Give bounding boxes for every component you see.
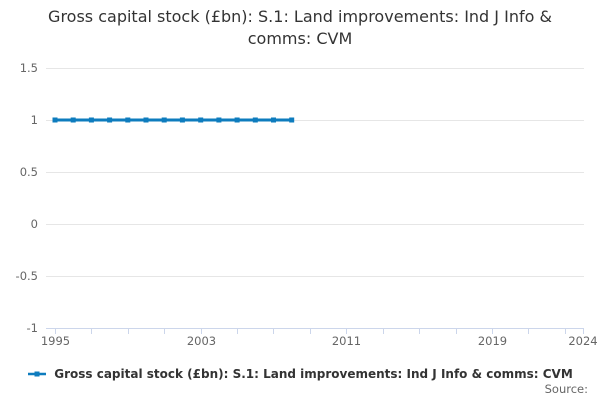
series-marker[interactable] xyxy=(289,117,295,123)
y-tick-label: -0.5 xyxy=(16,269,38,283)
y-tick-label: 1.5 xyxy=(20,61,38,75)
x-tick-label: 1995 xyxy=(41,334,70,348)
legend-label: Gross capital stock (£bn): S.1: Land imp… xyxy=(54,367,573,381)
x-tick-label: 2024 xyxy=(568,334,597,348)
series-marker[interactable] xyxy=(52,117,58,123)
series-marker[interactable] xyxy=(70,117,76,123)
series-marker[interactable] xyxy=(161,117,167,123)
x-tick-label: 2011 xyxy=(332,334,361,348)
series-marker[interactable] xyxy=(252,117,258,123)
series-marker[interactable] xyxy=(179,117,185,123)
source-label: Source: xyxy=(544,382,588,396)
chart-title: Gross capital stock (£bn): S.1: Land imp… xyxy=(48,7,552,48)
series-marker[interactable] xyxy=(88,117,94,123)
series-marker[interactable] xyxy=(143,117,149,123)
legend-marker-icon xyxy=(34,371,40,377)
y-tick-label: 0.5 xyxy=(20,165,38,179)
series-marker[interactable] xyxy=(271,117,276,123)
y-tick-label: 0 xyxy=(31,217,38,231)
legend-item[interactable]: Gross capital stock (£bn): S.1: Land imp… xyxy=(0,365,600,383)
series-marker[interactable] xyxy=(234,117,240,123)
legend-series-symbol-icon xyxy=(28,371,47,377)
y-tick-label: 1 xyxy=(31,113,38,127)
series-marker[interactable] xyxy=(107,117,113,123)
x-tick-label: 2019 xyxy=(478,334,507,348)
series-marker[interactable] xyxy=(198,117,204,123)
y-tick-label: -1 xyxy=(27,321,38,335)
x-tick-label: 2003 xyxy=(187,334,216,348)
series-marker[interactable] xyxy=(125,117,131,123)
series-marker[interactable] xyxy=(216,117,222,123)
